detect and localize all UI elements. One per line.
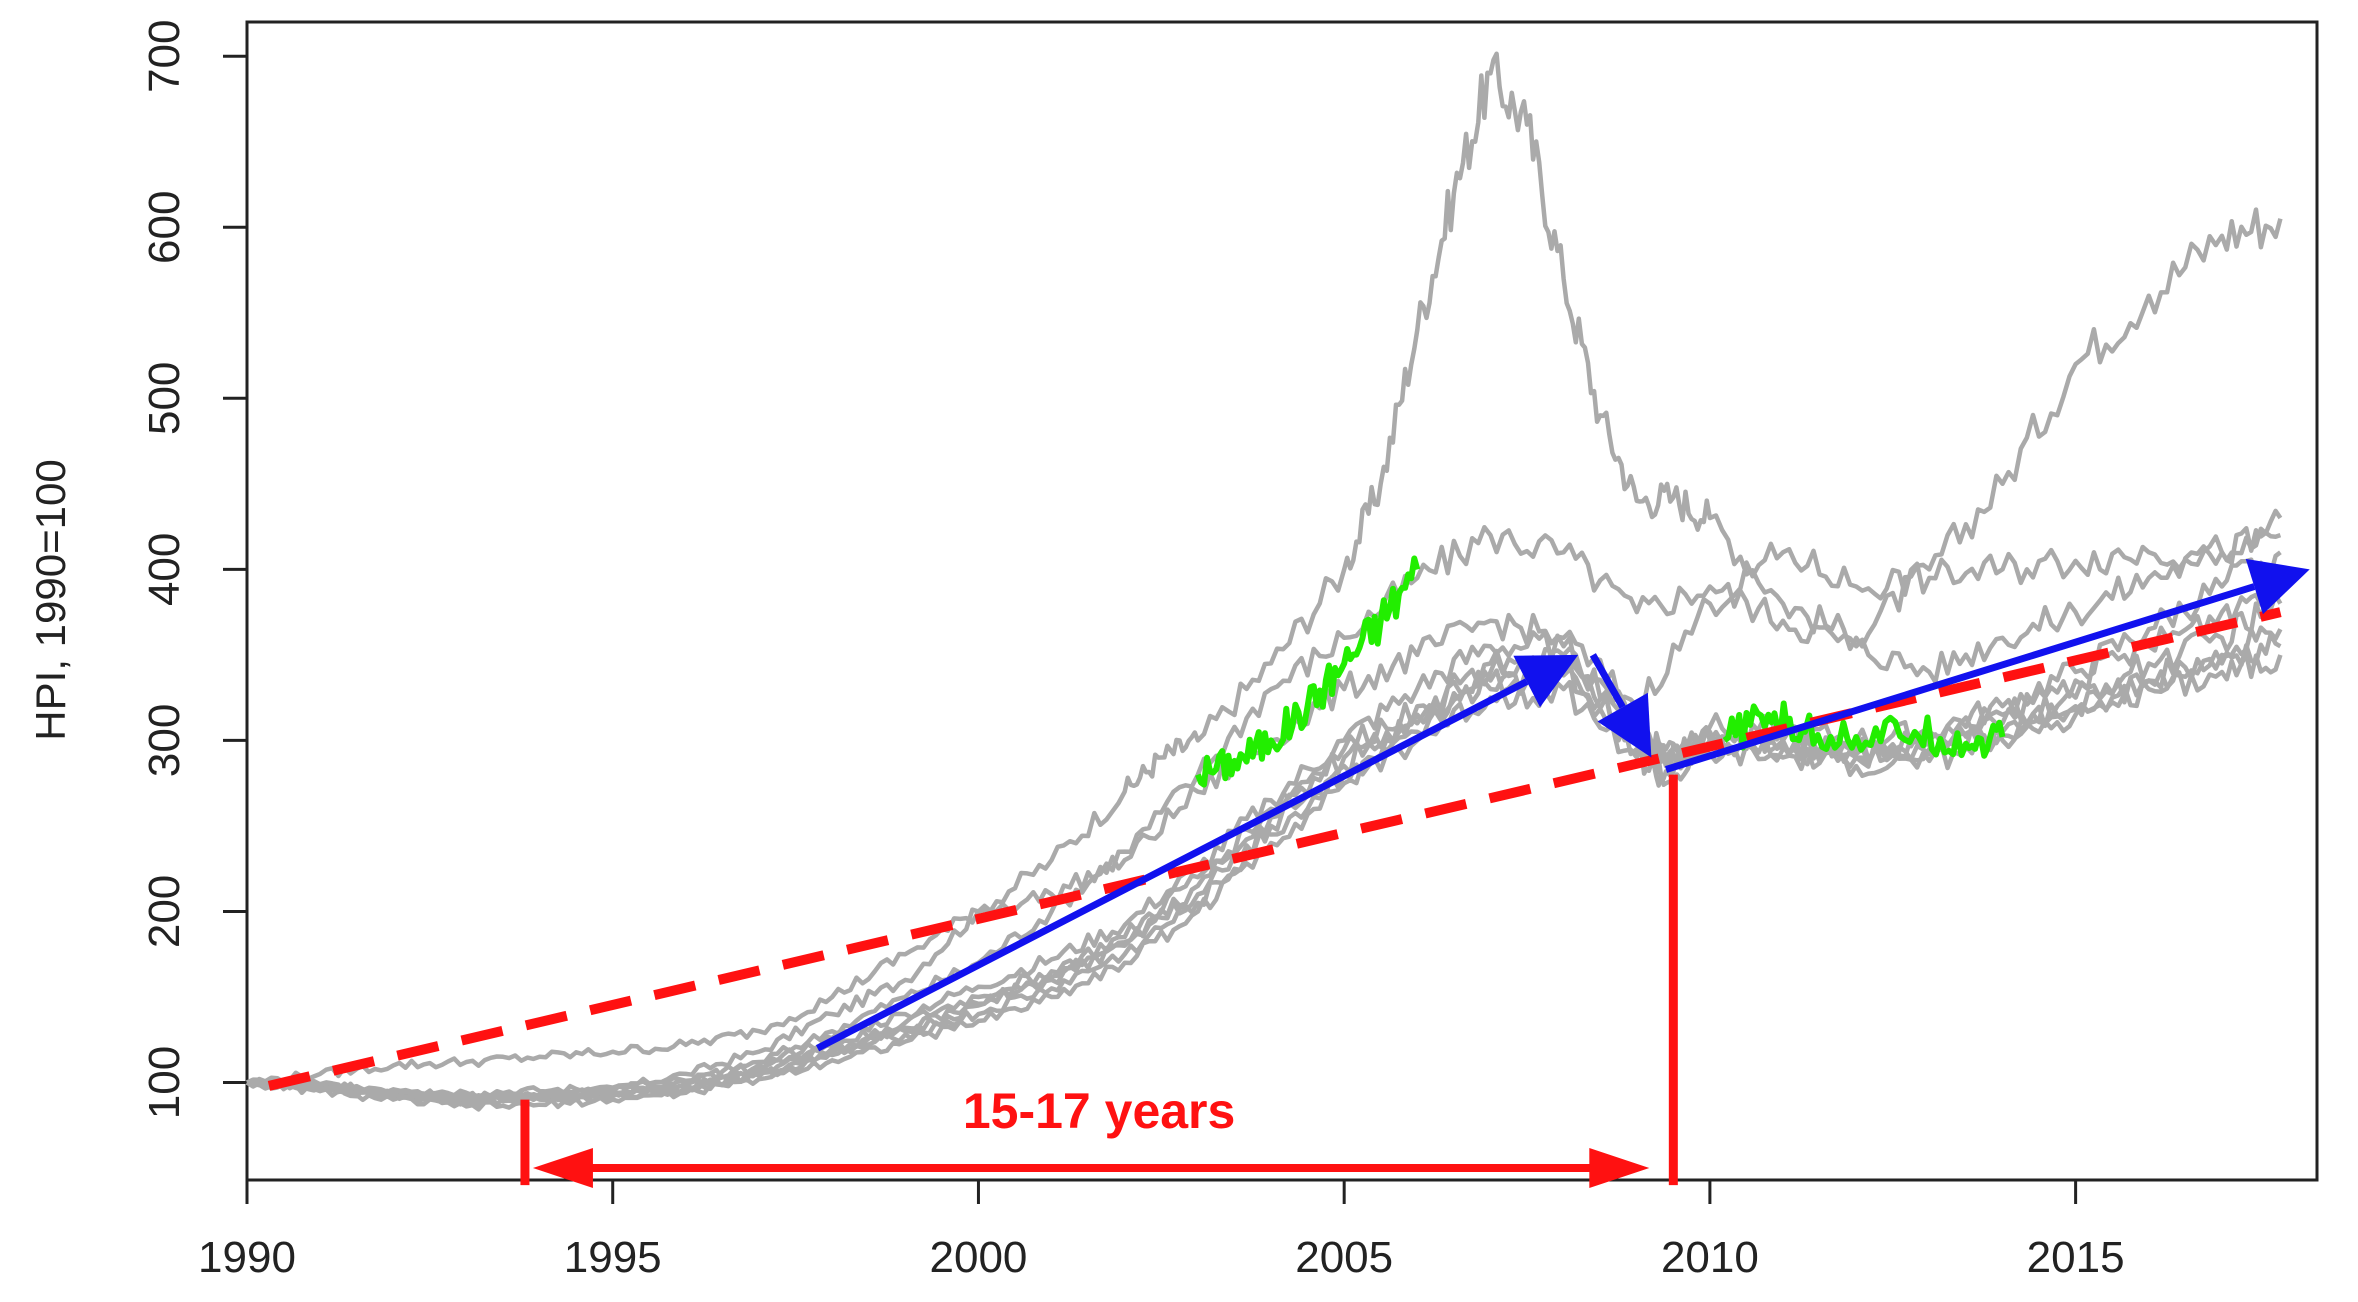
- y-tick-label: 200: [140, 875, 189, 948]
- highlighted-series-line: [1722, 700, 2006, 759]
- annotation-layer: 15-17 years: [520, 774, 1678, 1189]
- x-tick-label: 2010: [1661, 1233, 1759, 1282]
- y-tick-label: 100: [140, 1046, 189, 1119]
- x-tick-label: 2005: [1295, 1233, 1393, 1282]
- span-arrow-left-head: [532, 1148, 593, 1189]
- x-tick-label: 2000: [930, 1233, 1028, 1282]
- series-layer: [245, 51, 2283, 1112]
- y-tick-label: 500: [140, 362, 189, 435]
- hpi-series-line: [245, 508, 2283, 1104]
- span-arrow-right-head: [1589, 1148, 1650, 1189]
- highlighted-series-line: [1195, 555, 1421, 788]
- x-axis: 1990 1995 2000 2005 2010 2015: [198, 1178, 2125, 1282]
- y-axis: 100 200 300 400 500 600 700: [140, 19, 249, 1119]
- span-label: 15-17 years: [963, 1083, 1235, 1139]
- hpi-series-line: [246, 652, 2283, 1112]
- x-tick-label: 2015: [2027, 1233, 2125, 1282]
- arrow-layer: [815, 558, 2310, 1052]
- plot-frame: [245, 20, 2319, 1182]
- x-tick-label: 1995: [564, 1233, 662, 1282]
- trend-arrow-shaft: [815, 678, 1529, 1052]
- trend-layer: [267, 607, 2282, 1091]
- trend-arrow: [1664, 558, 2310, 773]
- y-tick-label: 300: [140, 704, 189, 777]
- trend-arrow-head: [1597, 692, 1652, 758]
- y-tick-label: 600: [140, 191, 189, 264]
- y-tick-label: 700: [140, 19, 189, 92]
- trend-arrow: [1589, 653, 1652, 758]
- trend-arrow: [815, 654, 1579, 1052]
- x-tick-label: 1990: [198, 1233, 296, 1282]
- y-axis-label: HPI, 1990=100: [27, 459, 74, 740]
- trend-line: [267, 607, 2282, 1091]
- y-tick-label: 400: [140, 533, 189, 606]
- trend-arrow-head: [2245, 558, 2310, 615]
- trend-arrow-shaft: [1664, 583, 2256, 773]
- trend-arrow-head: [1513, 654, 1579, 708]
- span-arrow: [532, 1148, 1650, 1189]
- trend-arrow-shaft: [1589, 653, 1626, 709]
